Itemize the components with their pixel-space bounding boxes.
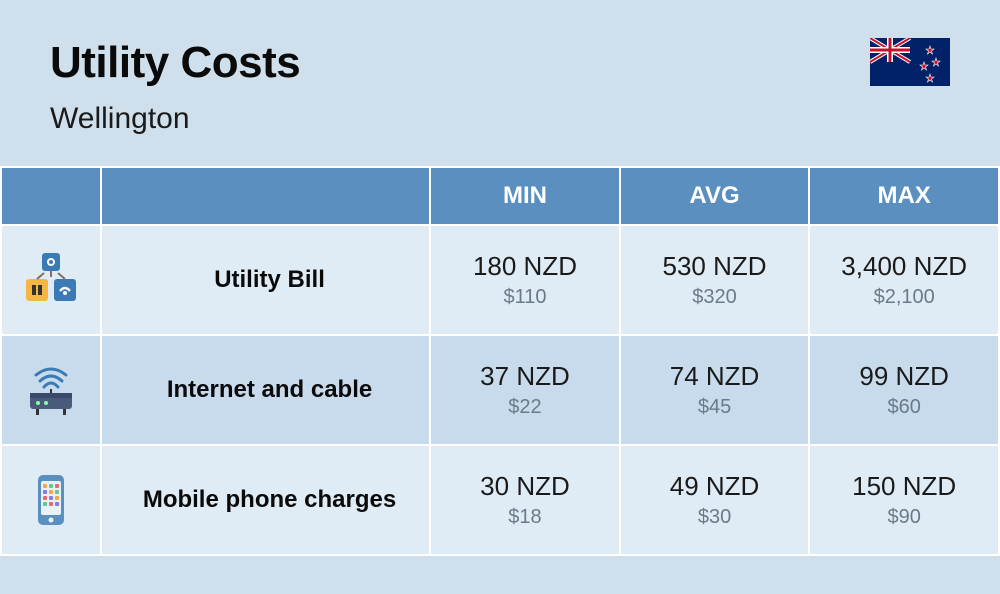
col-label xyxy=(101,167,430,225)
avg-primary: 530 NZD xyxy=(621,251,809,282)
cell-min: 30 NZD $18 xyxy=(430,445,620,555)
avg-primary: 74 NZD xyxy=(621,361,809,392)
min-primary: 180 NZD xyxy=(431,251,619,282)
max-secondary: $90 xyxy=(810,506,998,529)
col-max: MAX xyxy=(809,167,999,225)
col-min: MIN xyxy=(430,167,620,225)
max-primary: 99 NZD xyxy=(810,361,998,392)
costs-table: MIN AVG MAX xyxy=(0,166,1000,556)
internet-cable-icon xyxy=(2,336,100,444)
cell-max: 150 NZD $90 xyxy=(809,445,999,555)
max-primary: 3,400 NZD xyxy=(810,251,998,282)
header: Utility Costs Wellington xyxy=(0,0,1000,166)
max-secondary: $2,100 xyxy=(810,286,998,309)
table-header-row: MIN AVG MAX xyxy=(1,167,999,225)
min-primary: 30 NZD xyxy=(431,471,619,502)
avg-secondary: $45 xyxy=(621,396,809,419)
page-title: Utility Costs xyxy=(50,38,300,88)
col-icon xyxy=(1,167,101,225)
utility-bill-icon xyxy=(2,226,100,334)
cell-avg: 530 NZD $320 xyxy=(620,225,810,335)
cell-min: 180 NZD $110 xyxy=(430,225,620,335)
table-row: Utility Bill 180 NZD $110 530 NZD $320 3… xyxy=(1,225,999,335)
mobile-phone-icon xyxy=(2,446,100,554)
cell-min: 37 NZD $22 xyxy=(430,335,620,445)
min-secondary: $22 xyxy=(431,396,619,419)
cell-avg: 74 NZD $45 xyxy=(620,335,810,445)
table-row: Mobile phone charges 30 NZD $18 49 NZD $… xyxy=(1,445,999,555)
max-primary: 150 NZD xyxy=(810,471,998,502)
cell-max: 99 NZD $60 xyxy=(809,335,999,445)
min-secondary: $110 xyxy=(431,286,619,309)
cell-avg: 49 NZD $30 xyxy=(620,445,810,555)
avg-primary: 49 NZD xyxy=(621,471,809,502)
row-label: Utility Bill xyxy=(101,225,430,335)
row-label: Internet and cable xyxy=(101,335,430,445)
avg-secondary: $320 xyxy=(621,286,809,309)
table-row: Internet and cable 37 NZD $22 74 NZD $45… xyxy=(1,335,999,445)
min-primary: 37 NZD xyxy=(431,361,619,392)
max-secondary: $60 xyxy=(810,396,998,419)
avg-secondary: $30 xyxy=(621,506,809,529)
nz-flag-icon xyxy=(870,38,950,86)
title-block: Utility Costs Wellington xyxy=(50,38,300,136)
cell-max: 3,400 NZD $2,100 xyxy=(809,225,999,335)
min-secondary: $18 xyxy=(431,506,619,529)
col-avg: AVG xyxy=(620,167,810,225)
row-label: Mobile phone charges xyxy=(101,445,430,555)
page-subtitle: Wellington xyxy=(50,102,300,136)
